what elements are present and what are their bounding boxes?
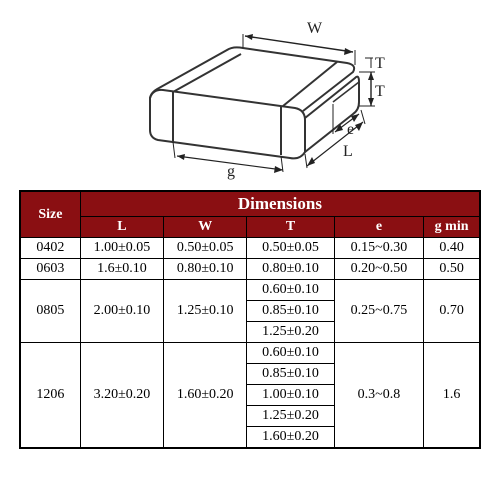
terminal-left-top bbox=[173, 54, 241, 92]
table-row: 06031.6±0.100.80±0.100.80±0.100.20~0.500… bbox=[20, 259, 480, 280]
cell-gmin: 1.6 bbox=[424, 343, 480, 449]
cell-T: 0.80±0.10 bbox=[247, 259, 334, 280]
cell-e: 0.15~0.30 bbox=[334, 238, 423, 259]
dim-W: W bbox=[243, 20, 355, 65]
label-T-upper: T bbox=[375, 55, 385, 72]
header-W: W bbox=[164, 217, 247, 238]
cell-T: 1.25±0.20 bbox=[247, 322, 334, 343]
label-g: g bbox=[227, 163, 235, 180]
cell-e: 0.25~0.75 bbox=[334, 280, 423, 343]
cell-gmin: 0.50 bbox=[424, 259, 480, 280]
cell-L: 1.6±0.10 bbox=[80, 259, 163, 280]
table-row: 12063.20±0.201.60±0.200.60±0.100.3~0.81.… bbox=[20, 343, 480, 364]
cell-e: 0.3~0.8 bbox=[334, 343, 423, 449]
cell-L: 1.00±0.05 bbox=[80, 238, 163, 259]
table-row: 08052.00±0.101.25±0.100.60±0.100.25~0.75… bbox=[20, 280, 480, 301]
cell-W: 0.80±0.10 bbox=[164, 259, 247, 280]
component-diagram: W T T e L bbox=[115, 10, 385, 180]
cell-T: 0.85±0.10 bbox=[247, 301, 334, 322]
cell-T: 0.60±0.10 bbox=[247, 343, 334, 364]
header-T: T bbox=[247, 217, 334, 238]
header-e: e bbox=[334, 217, 423, 238]
header-L: L bbox=[80, 217, 163, 238]
cell-L: 2.00±0.10 bbox=[80, 280, 163, 343]
cell-W: 0.50±0.05 bbox=[164, 238, 247, 259]
cell-W: 1.60±0.20 bbox=[164, 343, 247, 449]
page-root: { "colors": { "header_bg": "#8a0f12", "b… bbox=[0, 0, 500, 500]
cell-size: 1206 bbox=[20, 343, 80, 449]
cell-L: 3.20±0.20 bbox=[80, 343, 163, 449]
label-W: W bbox=[307, 20, 323, 37]
cell-T: 1.25±0.20 bbox=[247, 406, 334, 427]
header-size: Size bbox=[20, 191, 80, 238]
label-L: L bbox=[343, 143, 353, 160]
diagram-container: W T T e L bbox=[0, 0, 500, 190]
dim-T: T T bbox=[359, 55, 385, 106]
cell-size: 0402 bbox=[20, 238, 80, 259]
cell-e: 0.20~0.50 bbox=[334, 259, 423, 280]
cell-T: 0.50±0.05 bbox=[247, 238, 334, 259]
dim-g: g bbox=[173, 142, 283, 180]
header-gmin: g min bbox=[424, 217, 480, 238]
table-row: 04021.00±0.050.50±0.050.50±0.050.15~0.30… bbox=[20, 238, 480, 259]
dim-e: e bbox=[333, 104, 359, 138]
cell-size: 0603 bbox=[20, 259, 80, 280]
header-dimensions: Dimensions bbox=[80, 191, 480, 217]
cell-size: 0805 bbox=[20, 280, 80, 343]
cell-gmin: 0.70 bbox=[424, 280, 480, 343]
cell-T: 0.85±0.10 bbox=[247, 364, 334, 385]
cell-T: 1.00±0.10 bbox=[247, 385, 334, 406]
cell-W: 1.25±0.10 bbox=[164, 280, 247, 343]
cell-gmin: 0.40 bbox=[424, 238, 480, 259]
dimensions-table-wrap: SizeDimensionsLWTeg min 04021.00±0.050.5… bbox=[19, 190, 481, 449]
label-T-lower: T bbox=[375, 83, 385, 100]
cell-T: 1.60±0.20 bbox=[247, 427, 334, 449]
dimensions-table: SizeDimensionsLWTeg min 04021.00±0.050.5… bbox=[19, 190, 481, 449]
cell-T: 0.60±0.10 bbox=[247, 280, 334, 301]
